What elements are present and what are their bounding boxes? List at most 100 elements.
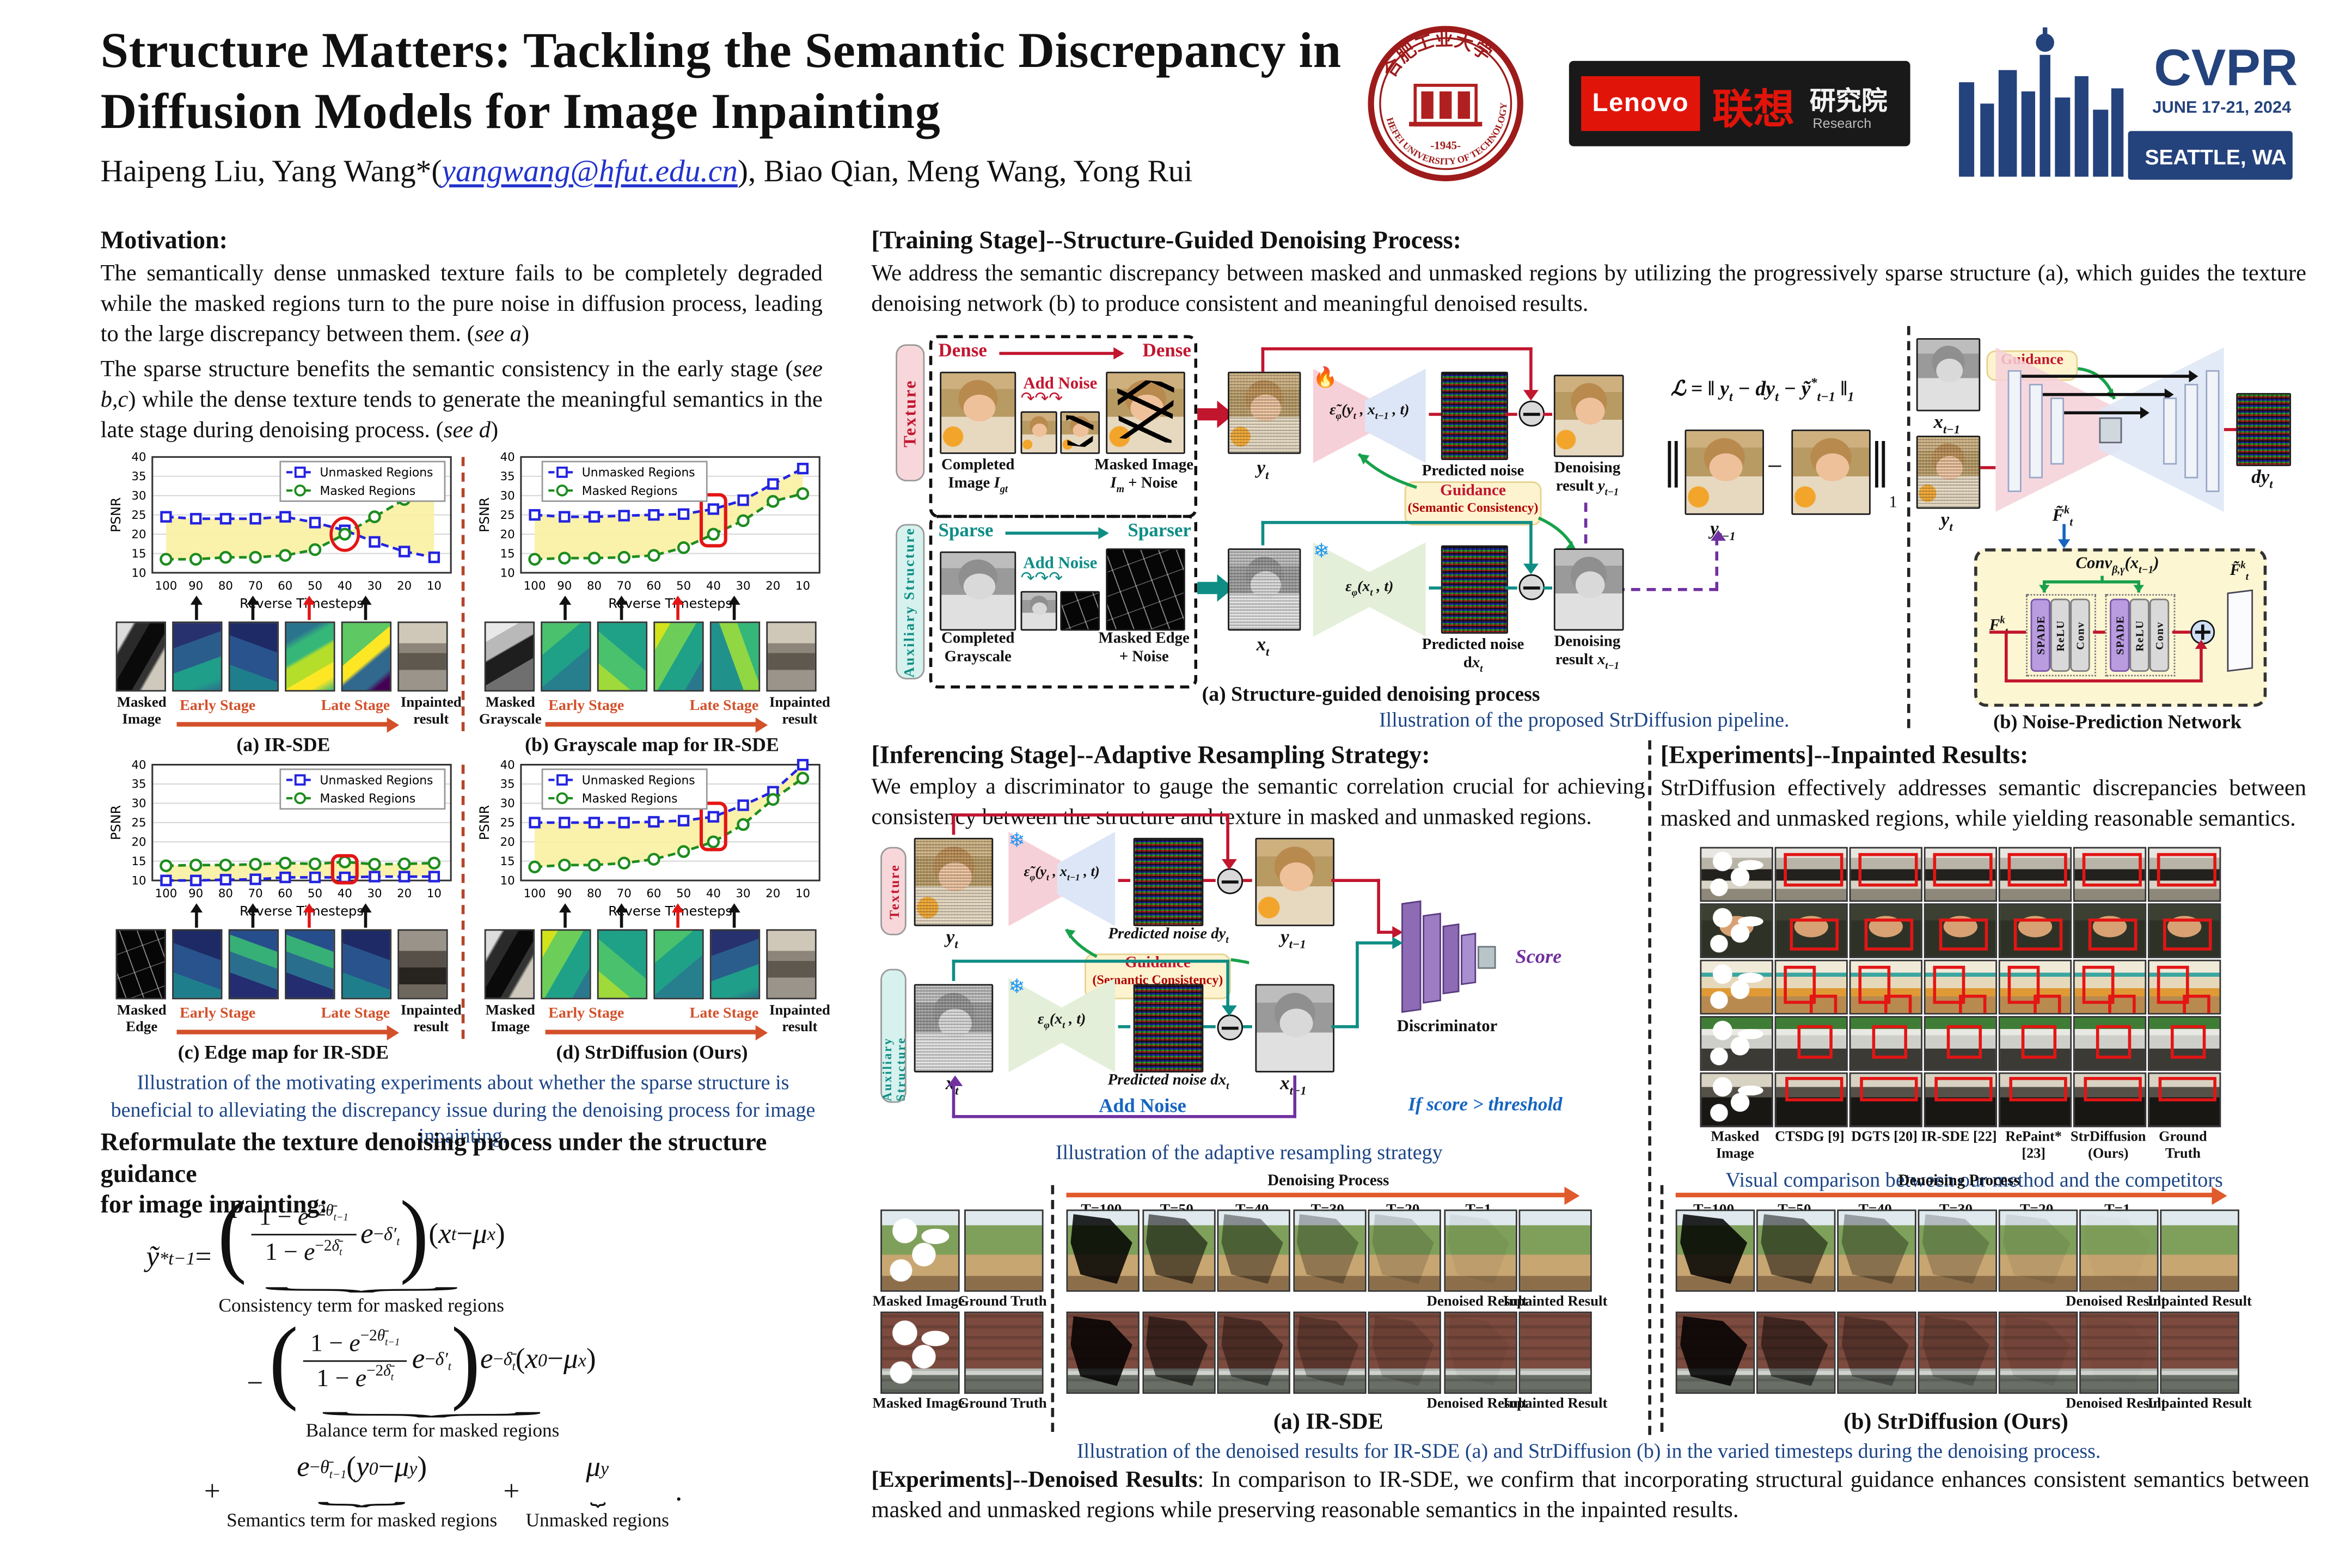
dark-overlay (1447, 1316, 1510, 1386)
svg-text:PSNR: PSNR (477, 805, 492, 840)
inpainted-cell-hall (1700, 1016, 1773, 1071)
svg-text:60: 60 (278, 579, 292, 593)
authors-line: Haipeng Liu, Yang Wang*(yangwang@hfut.ed… (101, 155, 1472, 190)
inpainted-result-label: Inpainted Result (1503, 1293, 1608, 1310)
snowflake-icon-inf1: ❄ (1008, 829, 1025, 852)
strip-right-label: Inpainted result (400, 694, 462, 729)
annotation-redbox (2156, 965, 2189, 1004)
svg-text:20: 20 (397, 887, 412, 901)
strip-arrow-head (671, 903, 684, 912)
equation-line-1: ỹ * t−1 = (1 − e−2θ̄t−1 1 − e−2δ̄t e −δ′t) (x… (143, 1183, 838, 1317)
inf-feedback-h (952, 813, 1229, 817)
exp-column-label: RePaint* [23] (2005, 1130, 2062, 1163)
inf-ytm1-label: yt−1 (1281, 926, 1306, 952)
inpainted-cell-shelf (2148, 847, 2221, 902)
cvpr-skyline-icon: CVPR JUNE 17-21, 2024 SEATTLE, WA (1959, 27, 2298, 180)
late-stage-label: Late Stage (321, 697, 390, 715)
svg-text:15: 15 (500, 855, 515, 868)
texture-feedback-line-h (1261, 347, 1533, 351)
strip-thumb-mask-bw (115, 621, 166, 692)
svg-text:70: 70 (617, 579, 632, 593)
strip-thumb-street (766, 929, 817, 1000)
output-feature-plane (2227, 589, 2253, 672)
svg-text:40: 40 (500, 451, 515, 464)
discriminator-plane-1 (1401, 900, 1422, 1013)
svg-text:40: 40 (338, 579, 352, 593)
denoised-step-photo (1066, 1311, 1140, 1394)
equation-group: (1 − e−2θ̄t−1 1 − e−2δ̄t e −δ′t) (x t − μ x) ⏟… (217, 1183, 505, 1316)
denoising-process-arrow-head (2212, 1186, 2227, 1204)
svg-text:10: 10 (500, 566, 515, 580)
strip-thumb-heat-dark (709, 929, 761, 1000)
equation-group: − (247, 1368, 264, 1400)
pipeline-caption: Illustration of the proposed StrDiffusio… (1379, 708, 1790, 731)
email-link[interactable]: yangwang@hfut.edu.cn (442, 155, 738, 189)
arrow-noise2-minus (1505, 586, 1517, 590)
inpainted-cell-corr (1998, 1072, 2072, 1128)
inpainted-cell-corr (1774, 1072, 1848, 1128)
score-label: Score (1515, 944, 1562, 967)
dark-overlay (1761, 1214, 1828, 1284)
inpainted-cell-hall (2073, 1016, 2147, 1071)
strip-thumb-heat-dark (172, 621, 223, 692)
inpainted-result-label: Inpainted Result (2147, 1293, 2252, 1310)
edge-noising-step-photo (1060, 591, 1100, 631)
svg-text:Reverse Timesteps: Reverse Timesteps (240, 904, 364, 919)
experiments-heading: [Experiments]--Inpainted Results: (1660, 740, 2029, 769)
denoised-gt-photo (964, 1311, 1044, 1394)
strip-thumb-heat-dark3 (228, 929, 279, 1000)
strip-thumb-heat-dark2 (228, 621, 279, 692)
inpainted-cell-hall (1849, 1016, 1922, 1071)
inpainted-cell-corr (2148, 1072, 2221, 1128)
strip-arrow (620, 909, 623, 928)
strip-thumb-heat-g1 (541, 621, 591, 692)
annotation-redbox (1783, 965, 1816, 1004)
subtract-op-structure (1518, 574, 1545, 601)
strip-thumb-mask-bw (484, 929, 535, 1000)
dyt-output-label: dyt (2251, 466, 2273, 492)
denoised-step-photo (2079, 1311, 2159, 1394)
conv-split-arrows (2038, 575, 2145, 593)
strip-arrow (251, 909, 254, 928)
reformulate-heading: Reformulate the texture denoising proces… (101, 1127, 832, 1221)
resblock-bypass-head (2195, 640, 2208, 649)
inf-feedback-v1 (952, 813, 956, 835)
dense-arrow (999, 352, 1116, 356)
strip-arrow-head (247, 595, 259, 605)
denoised-step-photo (1756, 1209, 1836, 1292)
inf-to-disc-v (1377, 879, 1381, 934)
texture-network-label: ε̃φ(yt , xt−1 , t) (1329, 402, 1410, 422)
svg-text:20: 20 (765, 887, 780, 901)
discriminator-out-cube (1477, 946, 1496, 969)
strip-thumb-street (766, 621, 817, 692)
strip-thumb-heat-g2 (597, 621, 648, 692)
strip-thumb-heat-g3 (541, 929, 591, 1000)
stage-arrow-head (755, 1024, 768, 1040)
annotation-redbox (2007, 853, 2068, 887)
denoising-result-x-photo (1553, 548, 1624, 631)
inf-arrow-4 (1118, 1025, 1131, 1029)
dense-right-label: Dense (1142, 339, 1191, 362)
masked-image-photo (1106, 371, 1185, 454)
annotation-redbox (2021, 1026, 2057, 1059)
spade-block-2 (2105, 594, 2176, 677)
stage-arrow (176, 1030, 390, 1034)
svg-text:70: 70 (248, 887, 263, 901)
svg-text:10: 10 (427, 579, 442, 593)
svg-text:40: 40 (338, 887, 352, 901)
svg-text:10: 10 (132, 566, 146, 580)
lenovo-red-badge: Lenovo (1581, 76, 1700, 131)
inf-to-disc-h1 (1331, 879, 1380, 883)
training-section-divider (1907, 326, 1910, 728)
svg-text:40: 40 (500, 758, 515, 771)
strip-arrow-head (728, 595, 740, 605)
masked-edge-photo (1106, 548, 1185, 631)
strip-arrow (732, 602, 736, 620)
caption-strdiffusion-panel: (b) StrDiffusion (Ours) (1843, 1410, 2068, 1435)
sparse-arrow-head (1098, 527, 1109, 540)
noise-step-arrows-texture: ↷↷↷ (1020, 390, 1063, 408)
yt-input-label: yt (1940, 509, 1953, 534)
denoised-step-photo (1142, 1311, 1215, 1394)
lenovo-research-logo: Lenovo 联想 研究院 Research (1569, 60, 1910, 146)
denoised-caption: Illustration of the denoised results for… (1076, 1440, 2101, 1462)
